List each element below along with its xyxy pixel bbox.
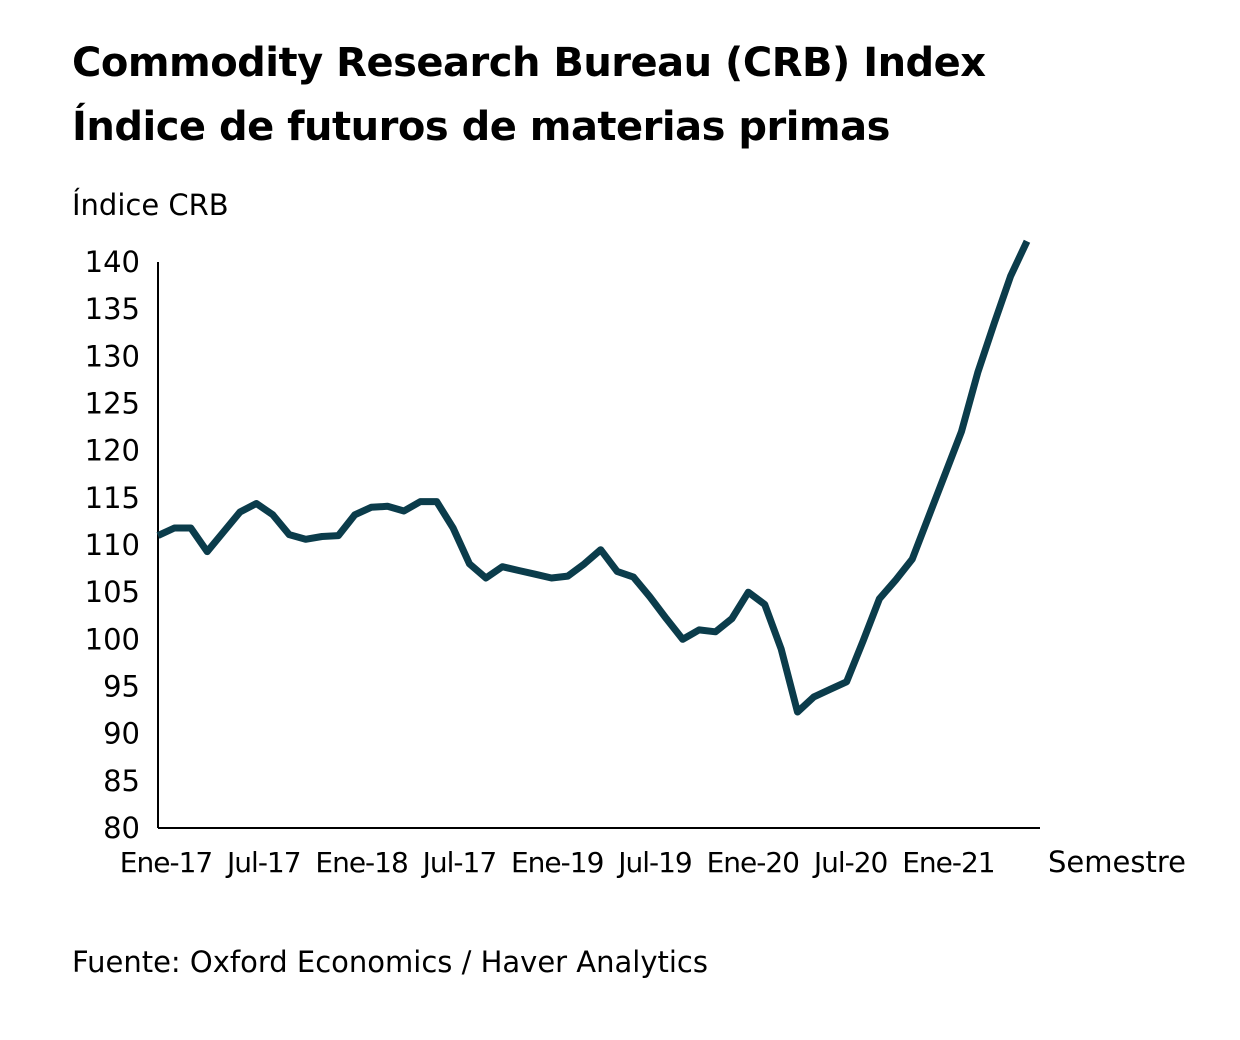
- x-tick-label: Ene-19: [511, 846, 603, 879]
- x-tick-label: Jul-17: [421, 846, 497, 879]
- x-tick-label: Jul-20: [812, 846, 888, 879]
- y-tick-label: 105: [85, 575, 140, 609]
- x-tick-label: Ene-20: [707, 846, 799, 879]
- y-tick-label: 125: [85, 387, 140, 421]
- x-tick-label: Jul-19: [616, 846, 692, 879]
- y-tick-label: 140: [85, 245, 140, 279]
- x-tick-label: Ene-21: [902, 846, 994, 879]
- y-tick-label: 95: [103, 670, 140, 704]
- y-tick-label: 135: [85, 292, 140, 326]
- y-tick-label: 110: [85, 528, 140, 562]
- y-tick-label: 90: [103, 717, 140, 751]
- chart-title: Commodity Research Bureau (CRB) Index: [72, 40, 986, 86]
- x-tick-label: Jul-17: [225, 846, 301, 879]
- y-tick-label: 80: [103, 811, 140, 845]
- y-axis-label: Índice CRB: [72, 188, 229, 222]
- y-tick-label: 130: [85, 339, 140, 373]
- x-tick-label: Ene-18: [315, 846, 407, 879]
- x-axis-label: Semestre: [1048, 845, 1186, 879]
- y-tick-label: 85: [103, 764, 140, 798]
- x-tick-label: Ene-17: [120, 846, 212, 879]
- y-tick-labels: 80 85 90 95 100 105 110 115 120 125 130 135 140: [85, 245, 140, 845]
- chart-subtitle: Índice de futuros de materias primas: [72, 104, 890, 150]
- x-tick-labels: Ene-17 Jul-17 Ene-18 Jul-17 Ene-19 Jul-19 Ene-…: [120, 846, 996, 879]
- y-tick-label: 100: [85, 622, 140, 656]
- source-note: Fuente: Oxford Economics / Haver Analyti…: [72, 945, 708, 979]
- series-line-crb-index: [156, 239, 1031, 716]
- y-tick-label: 120: [85, 434, 140, 468]
- y-tick-label: 115: [85, 481, 140, 515]
